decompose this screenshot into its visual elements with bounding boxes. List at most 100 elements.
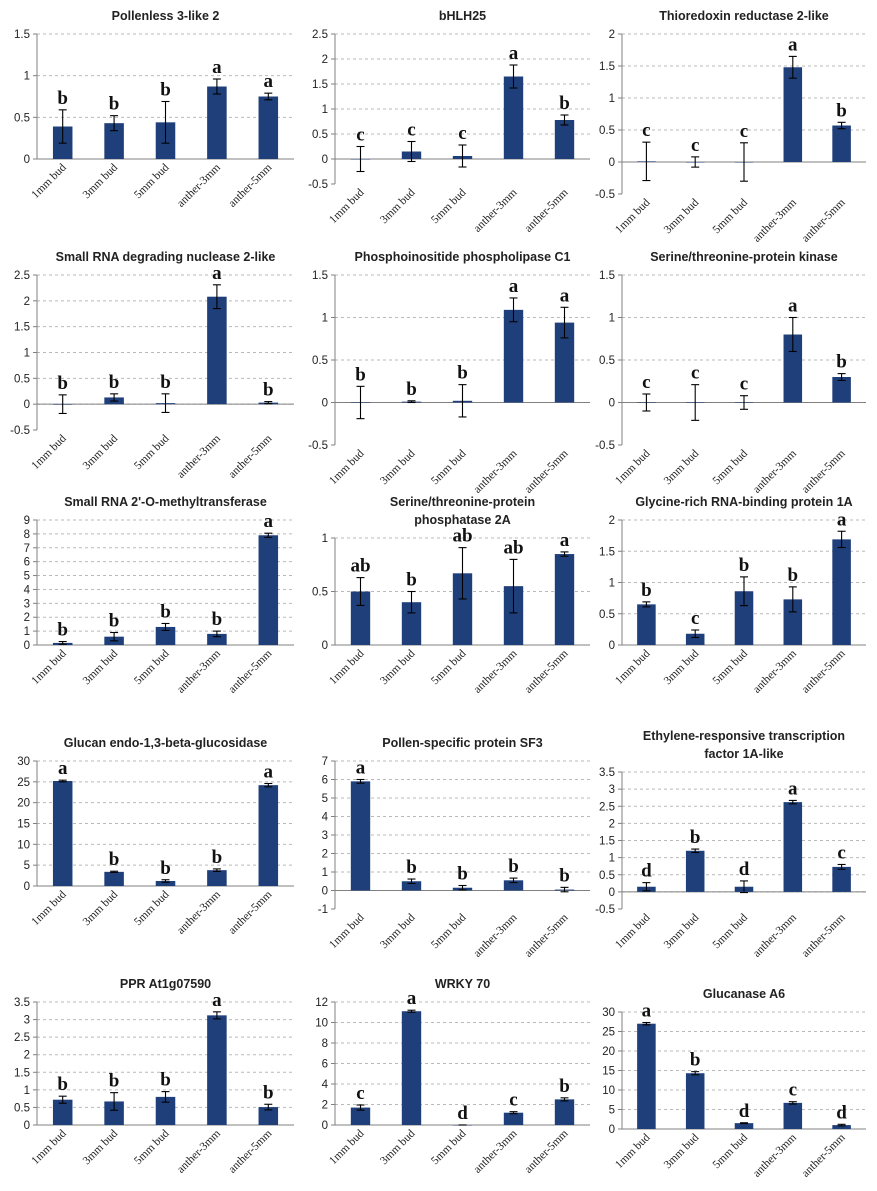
significance-letter: a [642,1001,652,1022]
significance-letter: b [559,1076,570,1097]
bar [155,626,176,645]
y-tick-label: 3 [24,1015,30,1027]
category-label: 3mm bud [378,647,418,687]
significance-letter: b [406,857,417,878]
significance-letter: b [57,373,68,394]
chart-title-line: PPR At1g07590 [120,977,211,991]
bar [258,785,279,886]
significance-letter: b [109,94,120,115]
significance-letter: b [836,100,847,121]
y-tick-label: 8 [322,1038,328,1050]
significance-letter: b [739,555,750,576]
y-tick-label: 0 [609,1124,615,1136]
significance-letter: b [57,88,68,109]
bar [350,781,371,891]
chart-title-line: Pollen-specific protein SF3 [382,736,542,750]
bar [832,539,851,645]
category-label: anther-3mm [751,197,799,245]
y-tick-label: 2 [609,818,615,830]
significance-letter: c [356,125,364,146]
category-label: 3mm bud [662,447,702,487]
significance-letter: d [739,1101,750,1122]
bar [832,866,851,892]
bar [783,599,803,645]
y-tick-label: 1.5 [14,322,30,334]
y-tick-label: 5 [609,1105,615,1117]
category-label: 3mm bud [81,161,121,201]
significance-letter: d [457,1103,468,1124]
category-label: anther-3mm [175,648,223,696]
y-tick-label: 0 [322,886,328,898]
significance-letter: b [508,856,519,877]
significance-letter: b [457,363,468,384]
significance-letter: b [109,1071,120,1092]
y-tick-label: 1.5 [599,270,615,282]
y-tick-label: 1 [322,867,328,879]
bar [258,535,279,645]
significance-letter: b [788,565,799,586]
significance-letter: b [263,380,274,401]
category-label: 5mm bud [132,161,172,201]
significance-letter: b [457,864,468,885]
significance-letter: c [740,121,748,142]
y-tick-label: 10 [17,839,30,851]
chart-title-line: phosphatase 2A [414,513,511,527]
y-tick-label: 0 [609,640,615,652]
chart-panel: Glucanase A6 0 5 10 15 20 25 30 a 1mm bud b 3mm bud… [602,987,866,1180]
category-label: 1mm bud [327,447,367,487]
category-label: 3mm bud [662,1131,702,1171]
significance-letter: b [109,611,120,632]
bar [503,880,524,891]
chart-title-line: Glucan endo-1,3-beta-glucosidase [64,736,268,750]
chart-title: Serine/threonine-protein kinase [650,250,838,264]
y-tick-label: 15 [602,1066,615,1078]
category-label: 5mm bud [711,1131,751,1171]
y-tick-label: 1 [24,626,30,638]
bar [401,602,422,645]
chart-title-line: Thioredoxin reductase 2-like [659,9,829,23]
chart-title: Pollen-specific protein SF3 [382,736,542,750]
bar [258,96,279,159]
bar [207,1015,227,1125]
y-tick-label: 25 [17,777,30,789]
category-label: anther-3mm [751,648,799,696]
y-tick-label: 1.5 [599,836,615,848]
category-label: 1mm bud [327,647,367,687]
category-label: anther-5mm [523,912,571,960]
significance-letter: a [58,758,68,779]
bar [734,1123,754,1129]
significance-letter: c [740,374,748,395]
category-label: 3mm bud [378,911,418,951]
y-tick-label: -0.5 [595,189,615,201]
category-label: 1mm bud [29,432,69,472]
y-tick-label: 0 [609,398,615,410]
y-tick-label: 0 [24,640,30,652]
y-tick-label: 20 [17,798,30,810]
significance-letter: a [788,778,798,799]
y-tick-label: 2.5 [14,1032,30,1044]
category-label: 5mm bud [429,447,469,487]
y-tick-label: 2.5 [312,29,328,41]
bar [401,881,422,891]
category-label: 5mm bud [132,1127,172,1167]
chart-title: Ethylene-responsive transcription factor … [643,729,845,761]
category-label: anther-5mm [800,448,848,496]
y-tick-label: 0 [322,154,328,166]
y-tick-label: 3.5 [14,997,30,1009]
category-label: anther-3mm [751,912,799,960]
significance-letter: c [691,608,699,629]
category-label: anther-3mm [751,1132,799,1180]
chart-panel: Pollen-specific protein SF3 -1 0 1 2 3 4 5 6 7 a 1m… [318,736,590,960]
chart-panel: PPR At1g07590 0 0.5 1 1.5 2 2.5 3 3.5 b 1mm bud b 3m… [14,977,294,1176]
category-label: anther-5mm [523,448,571,496]
category-label: anther-3mm [175,162,223,210]
bar [104,871,124,886]
chart-panel: Small RNA degrading nuclease 2-like -0.5 0… [10,250,294,481]
category-label: anther-3mm [175,889,223,937]
significance-letter: c [356,1083,364,1104]
chart-title-line: WRKY 70 [435,977,490,991]
y-tick-label: 6 [24,557,30,569]
chart-panel: Phosphoinositide phospholipase C1 -0.5 0 0.… [308,250,590,496]
category-label: 3mm bud [378,186,418,226]
